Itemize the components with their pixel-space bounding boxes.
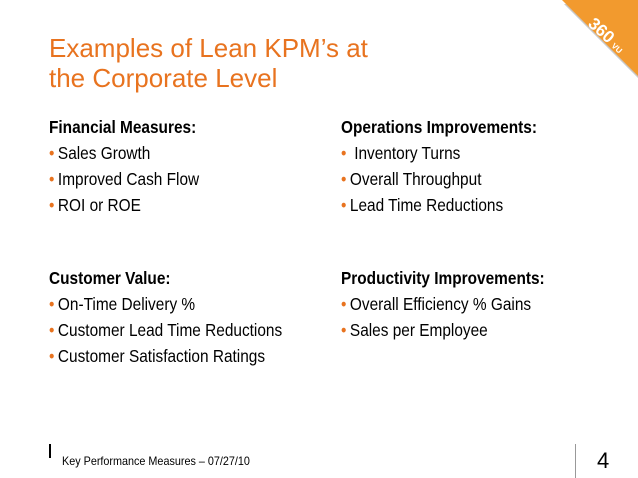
list-item-text: Inventory Turns: [349, 143, 461, 163]
list-item-text: Customer Satisfaction Ratings: [57, 346, 266, 366]
list-item-text: ROI or ROE: [57, 195, 141, 215]
title-line-2: the Corporate Level: [49, 63, 278, 93]
bullet-icon: •: [49, 320, 55, 340]
section-heading: Operations Improvements:: [341, 117, 537, 137]
footer-divider: [575, 444, 576, 478]
bullet-list: • On-Time Delivery % • Customer Lead Time …: [49, 291, 339, 369]
list-item: • Lead Time Reductions: [341, 192, 596, 218]
list-item: • Sales Growth: [49, 140, 304, 166]
section-heading: Customer Value:: [49, 268, 171, 288]
financial-measures-section: Financial Measures: • Sales Growth • Impro…: [49, 114, 339, 218]
customer-value-section: Customer Value: • On-Time Delivery % • Cus…: [49, 265, 339, 369]
bullet-icon: •: [341, 143, 347, 163]
footer-tick: [49, 444, 51, 458]
list-item-text: Overall Throughput: [349, 169, 482, 189]
list-item-text: On-Time Delivery %: [57, 294, 196, 314]
list-item: • Sales per Employee: [341, 317, 596, 343]
bullet-icon: •: [341, 294, 347, 314]
list-item: • ROI or ROE: [49, 192, 304, 218]
list-item-text: Lead Time Reductions: [349, 195, 504, 215]
list-item-text: Improved Cash Flow: [57, 169, 200, 189]
list-item: • Overall Throughput: [341, 166, 596, 192]
productivity-improvements-section: Productivity Improvements: • Overall Effi…: [341, 265, 631, 343]
slide-title: Examples of Lean KPM’s at the Corporate …: [49, 33, 368, 93]
section-heading: Productivity Improvements:: [341, 268, 545, 288]
bullet-icon: •: [49, 294, 55, 314]
list-item-text: Overall Efficiency % Gains: [349, 294, 532, 314]
bullet-icon: •: [49, 195, 55, 215]
bullet-list: • Sales Growth • Improved Cash Flow • ROI o…: [49, 140, 339, 218]
360vu-logo: 360 VU: [562, 0, 638, 78]
list-item: • On-Time Delivery %: [49, 291, 304, 317]
footer-text: Key Performance Measures – 07/27/10: [62, 454, 250, 468]
bullet-icon: •: [341, 320, 347, 340]
list-item: • Customer Satisfaction Ratings: [49, 343, 304, 369]
page-number: 4: [597, 448, 610, 473]
bullet-icon: •: [341, 195, 347, 215]
bullet-icon: •: [49, 169, 55, 189]
operations-improvements-section: Operations Improvements: • Inventory Tur…: [341, 114, 631, 218]
list-item: • Improved Cash Flow: [49, 166, 304, 192]
list-item: • Customer Lead Time Reductions: [49, 317, 304, 343]
bullet-list: • Inventory Turns • Overall Throughput • L…: [341, 140, 631, 218]
list-item-text: Customer Lead Time Reductions: [57, 320, 283, 340]
list-item-text: Sales Growth: [57, 143, 151, 163]
title-line-1: Examples of Lean KPM’s at: [49, 33, 368, 63]
list-item: • Inventory Turns: [341, 140, 596, 166]
bullet-icon: •: [49, 346, 55, 366]
list-item: • Overall Efficiency % Gains: [341, 291, 596, 317]
logo-banner: [562, 0, 638, 76]
bullet-list: • Overall Efficiency % Gains • Sales per E…: [341, 291, 631, 343]
section-heading: Financial Measures:: [49, 117, 197, 137]
bullet-icon: •: [341, 169, 347, 189]
list-item-text: Sales per Employee: [349, 320, 488, 340]
bullet-icon: •: [49, 143, 55, 163]
